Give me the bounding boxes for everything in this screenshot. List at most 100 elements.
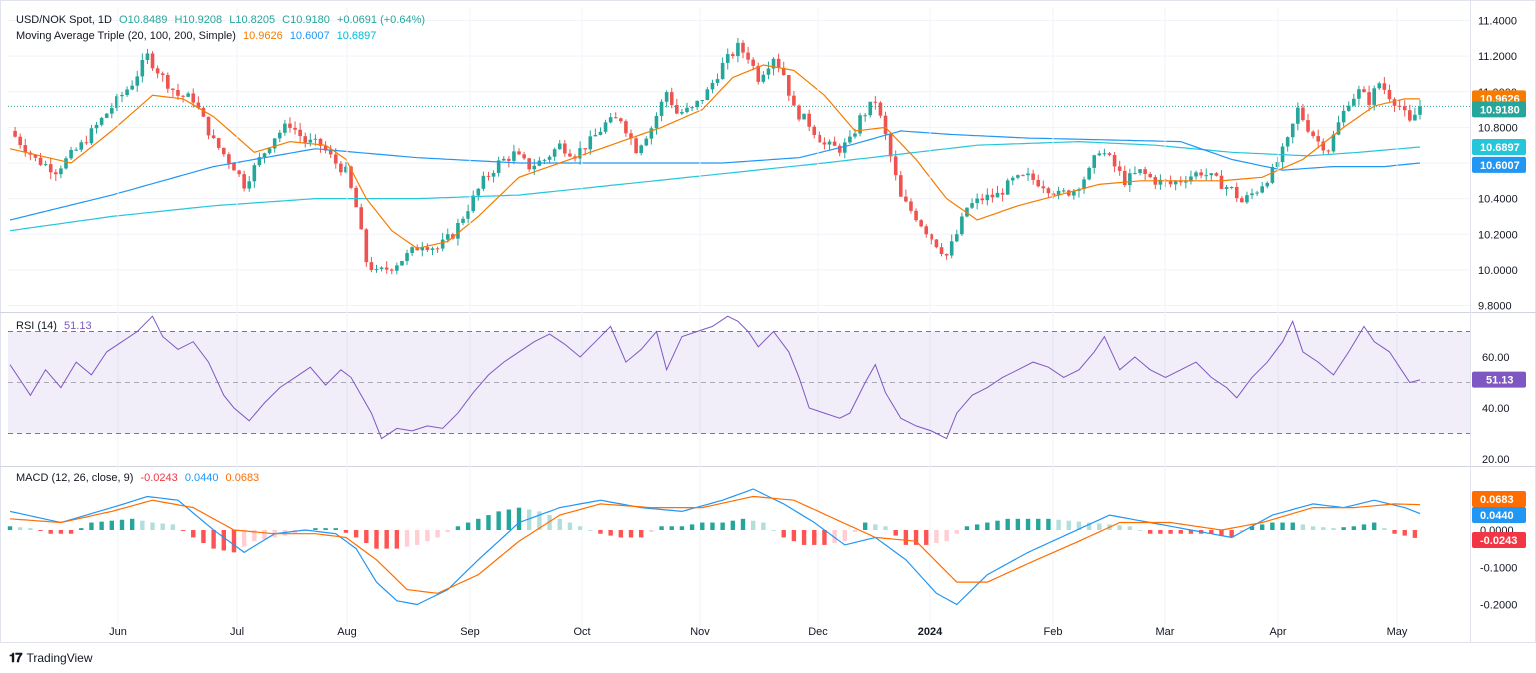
candle-194 [995,185,1000,198]
candle-247 [1265,181,1270,189]
candle-body [873,101,878,103]
macd-hist-bar-74 [384,530,389,549]
candle-207 [1061,187,1066,193]
macd-hist-bar-20 [109,520,115,530]
macd-hist-bar-264 [1351,526,1357,530]
macd-hist-value: -0.0243 [140,472,178,484]
candle-257 [1316,129,1320,149]
tradingview-brand[interactable]: 𝟏𝟕 TradingView [9,650,93,666]
candle-body [613,117,618,119]
candle-body [435,248,440,250]
candle-134 [690,106,694,111]
candle-body [318,138,323,146]
candle-246 [1260,181,1265,194]
candle-body [206,116,211,136]
rsi-line [9,315,1421,440]
macd-hist-bar-68 [353,530,359,538]
macd-hist-bar-100 [516,507,522,530]
price-axis-tick-0: 11.4000 [1478,16,1517,28]
candle-195 [1000,188,1005,202]
candle-body [970,203,974,208]
candle-body [522,154,526,159]
candle-129 [664,90,669,108]
candle-body [140,60,145,77]
candle-body [685,107,689,112]
candle-245 [1255,190,1259,197]
candle-94 [486,171,491,181]
macd-hist-bar-178 [913,530,919,545]
time-axis-tick-5: Nov [690,626,710,638]
candle-body [288,123,292,128]
candle-177 [909,198,913,214]
macd-hist-bar-66 [343,530,349,533]
macd-hist-bar-190 [974,524,980,530]
macd-hist-bar-142 [730,520,736,530]
candle-200 [1026,167,1030,181]
candle-99 [512,144,516,165]
candle-body [863,115,867,117]
candle-body [954,234,959,242]
candle-body [115,96,119,109]
candle-body [547,156,552,160]
candle-101 [522,151,526,161]
candle-42 [221,147,226,157]
candle-75 [389,268,394,275]
candle-77 [400,260,404,266]
macd-hist-bar-28 [150,522,155,530]
candle-body [79,142,84,150]
candle-55 [288,117,292,133]
candle-262 [1341,104,1346,127]
candle-body [649,128,654,139]
candle-body [603,122,608,132]
candle-body [1296,107,1300,124]
time-axis-tick-2: Aug [337,626,357,638]
candle-181 [929,233,934,245]
candle-49 [257,152,262,168]
candle-124 [639,144,643,156]
candle-body [1250,193,1254,196]
macd-hist-bar-40 [211,530,216,549]
ma-title: Moving Average Triple (20, 100, 200, Sim… [16,30,236,42]
candle-71 [369,256,374,273]
candles [13,37,1422,275]
candle-body [1133,172,1137,174]
macd-hist-bar-134 [689,524,695,530]
candle-body [669,92,674,106]
candle-body [787,75,791,96]
macd-hist-bar-10 [58,530,64,534]
macd-hist-bar-158 [812,530,817,545]
candle-266 [1362,86,1366,93]
macd-axis-tick-2: -0.2000 [1480,600,1517,612]
macd-hist-bar-228 [1168,530,1173,534]
candle-body [563,143,567,154]
candle-7 [43,160,48,167]
candle-body [262,153,267,158]
macd-hist-bar-82 [425,530,430,542]
candle-122 [629,129,633,146]
candle-body [1107,153,1112,155]
candle-body [221,147,226,155]
candle-116 [598,127,603,136]
candle-165 [848,130,852,145]
candle-89 [461,216,465,226]
candle-15 [84,135,89,145]
candle-body [1224,187,1229,189]
candle-body [578,148,582,159]
candle-body [1229,186,1234,188]
candle-body [247,181,252,189]
candle-body [898,175,903,197]
candle-223 [1143,166,1147,181]
time-axis-tick-11: May [1387,626,1408,638]
candle-32 [171,88,175,98]
candle-125 [644,136,649,147]
candle-53 [277,130,282,143]
candle-body [1051,193,1056,196]
macd-hist-bar-138 [710,522,715,530]
candle-100 [517,148,521,155]
candle-147 [756,62,761,85]
candle-196 [1005,178,1010,196]
macd-hist-bar-196 [1005,518,1010,530]
candle-body [598,131,603,135]
ma100-value: 10.6007 [289,30,330,42]
